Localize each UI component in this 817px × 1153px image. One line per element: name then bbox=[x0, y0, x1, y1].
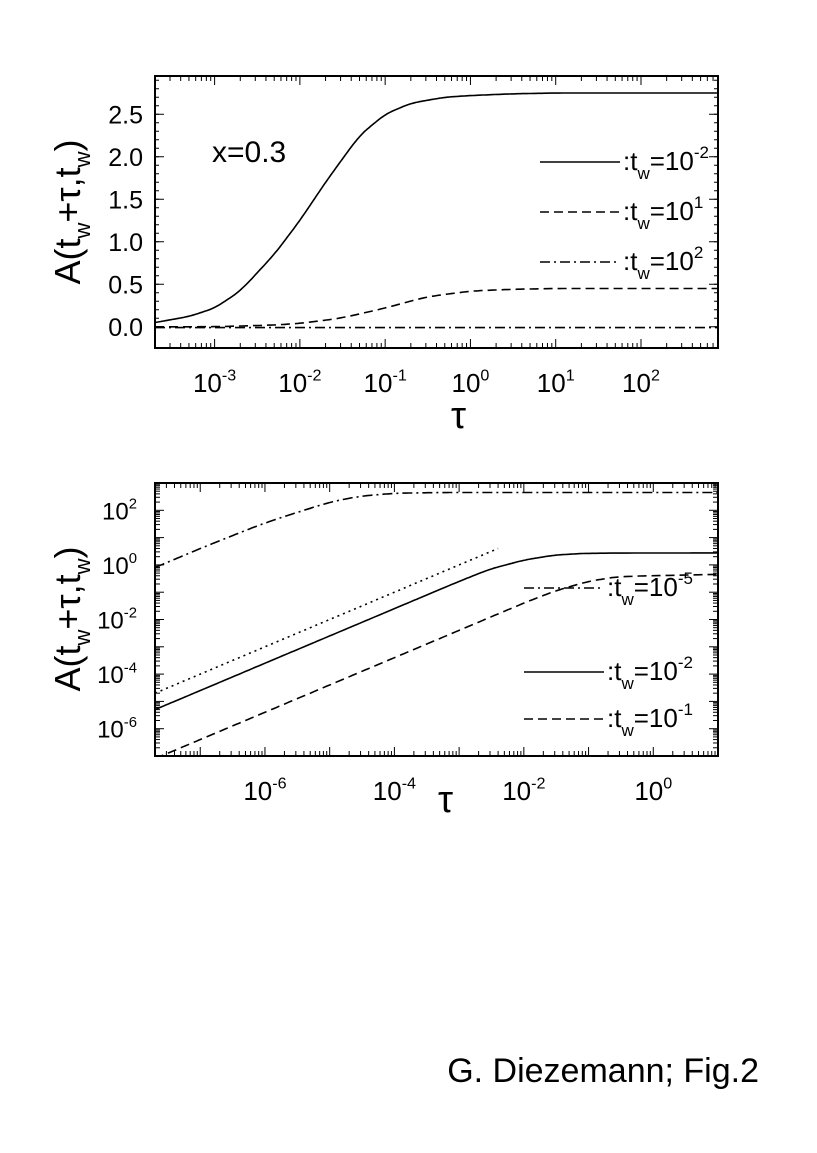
y-tick-label: 1.0 bbox=[108, 229, 143, 257]
series-line-dashed bbox=[155, 287, 718, 328]
x-axis-label: τ bbox=[438, 779, 453, 821]
y-tick-label: 2.5 bbox=[108, 101, 143, 129]
y-tick-label: 0.5 bbox=[108, 271, 143, 299]
figure-caption: G. Diezemann; Fig.2 bbox=[447, 1052, 759, 1090]
y-tick-label: 10-4 bbox=[97, 660, 137, 689]
y-tick-label: 102 bbox=[102, 497, 137, 526]
x-tick-label: 10-6 bbox=[243, 774, 286, 806]
y-axis-label: A(tw+τ,tw) bbox=[47, 546, 95, 691]
legend-label: :tw=10-2 bbox=[623, 143, 709, 183]
x-tick-label: 10-4 bbox=[373, 774, 416, 806]
y-tick-label: 10-2 bbox=[97, 606, 137, 635]
top-panel: 10-3 10-2 10-1 100 101 102 0.0 0.5 1.0 1.5 2.0 2.5 τ… bbox=[47, 75, 719, 437]
series-line-solid bbox=[155, 552, 718, 711]
annotation-label: x=0.3 bbox=[212, 136, 286, 169]
series-line-dashed bbox=[159, 573, 718, 756]
legend-label: :tw=10-2 bbox=[607, 653, 693, 693]
y-tick-label: 0.0 bbox=[108, 314, 143, 342]
y-tick-label: 2.0 bbox=[108, 144, 143, 172]
y-tick-label: 100 bbox=[102, 551, 137, 580]
series-line-solid bbox=[155, 92, 718, 324]
x-tick-label: 102 bbox=[622, 366, 660, 398]
y-axis-label: A(tw+τ,tw) bbox=[47, 139, 95, 284]
y-tick-label: 10-6 bbox=[97, 715, 137, 744]
series-line-dashdot bbox=[155, 491, 718, 569]
legend-label: :tw=10-1 bbox=[607, 700, 693, 740]
x-tick-label: 10-2 bbox=[278, 366, 321, 398]
x-tick-label: 10-3 bbox=[193, 366, 236, 398]
x-axis-label: τ bbox=[451, 395, 466, 437]
y-tick-label: 1.5 bbox=[108, 186, 143, 214]
legend-label: :tw=101 bbox=[623, 193, 703, 233]
series-line-dotted bbox=[155, 547, 499, 694]
x-tick-label: 10-1 bbox=[364, 366, 407, 398]
bottom-panel: 10-6 10-4 10-2 100 102 100 10-2 10-4 10-6 τ A(tw+τ… bbox=[47, 482, 719, 821]
x-tick-label: 100 bbox=[451, 366, 489, 398]
x-tick-label: 101 bbox=[537, 366, 575, 398]
x-tick-label: 10-2 bbox=[502, 774, 545, 806]
legend-label: :tw=102 bbox=[623, 243, 703, 283]
x-tick-label: 100 bbox=[634, 774, 672, 806]
legend-label: :tw=10-5 bbox=[607, 569, 693, 609]
